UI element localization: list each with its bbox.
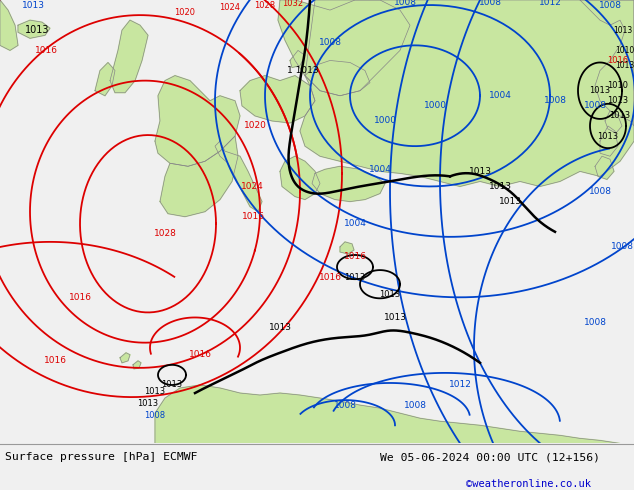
Text: 1008: 1008: [583, 101, 607, 110]
Text: 1012: 1012: [449, 381, 472, 390]
Text: 1013: 1013: [344, 272, 366, 282]
Text: 1013: 1013: [498, 197, 522, 206]
Polygon shape: [240, 75, 315, 123]
Text: 1013: 1013: [269, 323, 292, 332]
Text: 1008: 1008: [583, 318, 607, 327]
Text: 1013: 1013: [25, 25, 49, 35]
Polygon shape: [278, 0, 410, 96]
Text: 1013: 1013: [609, 111, 631, 121]
Text: 1013: 1013: [597, 131, 619, 141]
Polygon shape: [340, 242, 354, 254]
Text: 1013: 1013: [162, 381, 183, 390]
Text: 1020: 1020: [243, 122, 266, 130]
Polygon shape: [0, 0, 18, 50]
Text: 1000: 1000: [373, 117, 396, 125]
Polygon shape: [312, 166, 385, 201]
Polygon shape: [95, 63, 115, 96]
Text: 1020: 1020: [174, 7, 195, 17]
Text: 1008: 1008: [479, 0, 501, 6]
Text: 1013: 1013: [590, 86, 611, 95]
Text: 1008: 1008: [611, 243, 633, 251]
Polygon shape: [595, 156, 614, 179]
Text: 1013: 1013: [22, 0, 45, 9]
Text: 1016: 1016: [242, 212, 264, 221]
Text: 1013: 1013: [616, 61, 634, 70]
Text: 1004: 1004: [489, 91, 512, 100]
Polygon shape: [580, 0, 634, 126]
Text: 1008: 1008: [394, 0, 417, 6]
Polygon shape: [155, 75, 240, 166]
Text: 1004: 1004: [344, 219, 366, 228]
Text: 1012: 1012: [538, 0, 562, 6]
Text: 1016: 1016: [188, 350, 212, 359]
Text: 1016: 1016: [318, 272, 342, 282]
Text: 1016: 1016: [44, 356, 67, 366]
Polygon shape: [605, 111, 622, 133]
Text: 1 1013: 1 1013: [287, 66, 319, 75]
Text: 1008: 1008: [588, 187, 612, 196]
Text: 1008: 1008: [543, 96, 567, 105]
Text: 1024: 1024: [219, 2, 240, 12]
Text: 1013: 1013: [613, 26, 633, 35]
Text: 1010: 1010: [616, 46, 634, 55]
Polygon shape: [290, 50, 305, 68]
Text: 1008: 1008: [333, 401, 356, 410]
Polygon shape: [300, 0, 634, 187]
Text: 1013: 1013: [489, 182, 512, 191]
Text: We 05-06-2024 00:00 UTC (12+156): We 05-06-2024 00:00 UTC (12+156): [380, 452, 600, 463]
Text: 1013: 1013: [145, 387, 165, 395]
Text: 1024: 1024: [241, 182, 263, 191]
Polygon shape: [110, 20, 148, 93]
Text: 1016: 1016: [68, 293, 91, 302]
Polygon shape: [133, 361, 141, 369]
Text: 1013: 1013: [379, 290, 401, 299]
Text: 1016: 1016: [607, 56, 628, 65]
Polygon shape: [155, 385, 620, 443]
Text: 1008: 1008: [598, 0, 621, 9]
Text: 1016: 1016: [35, 46, 58, 55]
Text: 1032: 1032: [282, 0, 304, 7]
Polygon shape: [280, 156, 320, 199]
Text: 1013: 1013: [384, 313, 406, 322]
Polygon shape: [120, 353, 130, 363]
Text: 1028: 1028: [254, 0, 276, 9]
Text: 1013: 1013: [138, 399, 158, 408]
Text: 1010: 1010: [607, 81, 628, 90]
Polygon shape: [160, 136, 238, 217]
Text: 1016: 1016: [344, 252, 366, 262]
Text: ©weatheronline.co.uk: ©weatheronline.co.uk: [466, 479, 591, 490]
Text: 1008: 1008: [145, 411, 165, 420]
Text: 1004: 1004: [368, 165, 391, 174]
Text: 1008: 1008: [403, 401, 427, 410]
Text: 1028: 1028: [153, 229, 176, 238]
Text: 1013: 1013: [607, 96, 628, 105]
Text: 1000: 1000: [424, 101, 446, 110]
Polygon shape: [18, 20, 50, 38]
Text: 1008: 1008: [318, 38, 342, 47]
Polygon shape: [215, 141, 262, 212]
Polygon shape: [600, 126, 618, 156]
Text: Surface pressure [hPa] ECMWF: Surface pressure [hPa] ECMWF: [5, 452, 198, 463]
Polygon shape: [305, 60, 370, 96]
Text: 1013: 1013: [469, 167, 491, 176]
